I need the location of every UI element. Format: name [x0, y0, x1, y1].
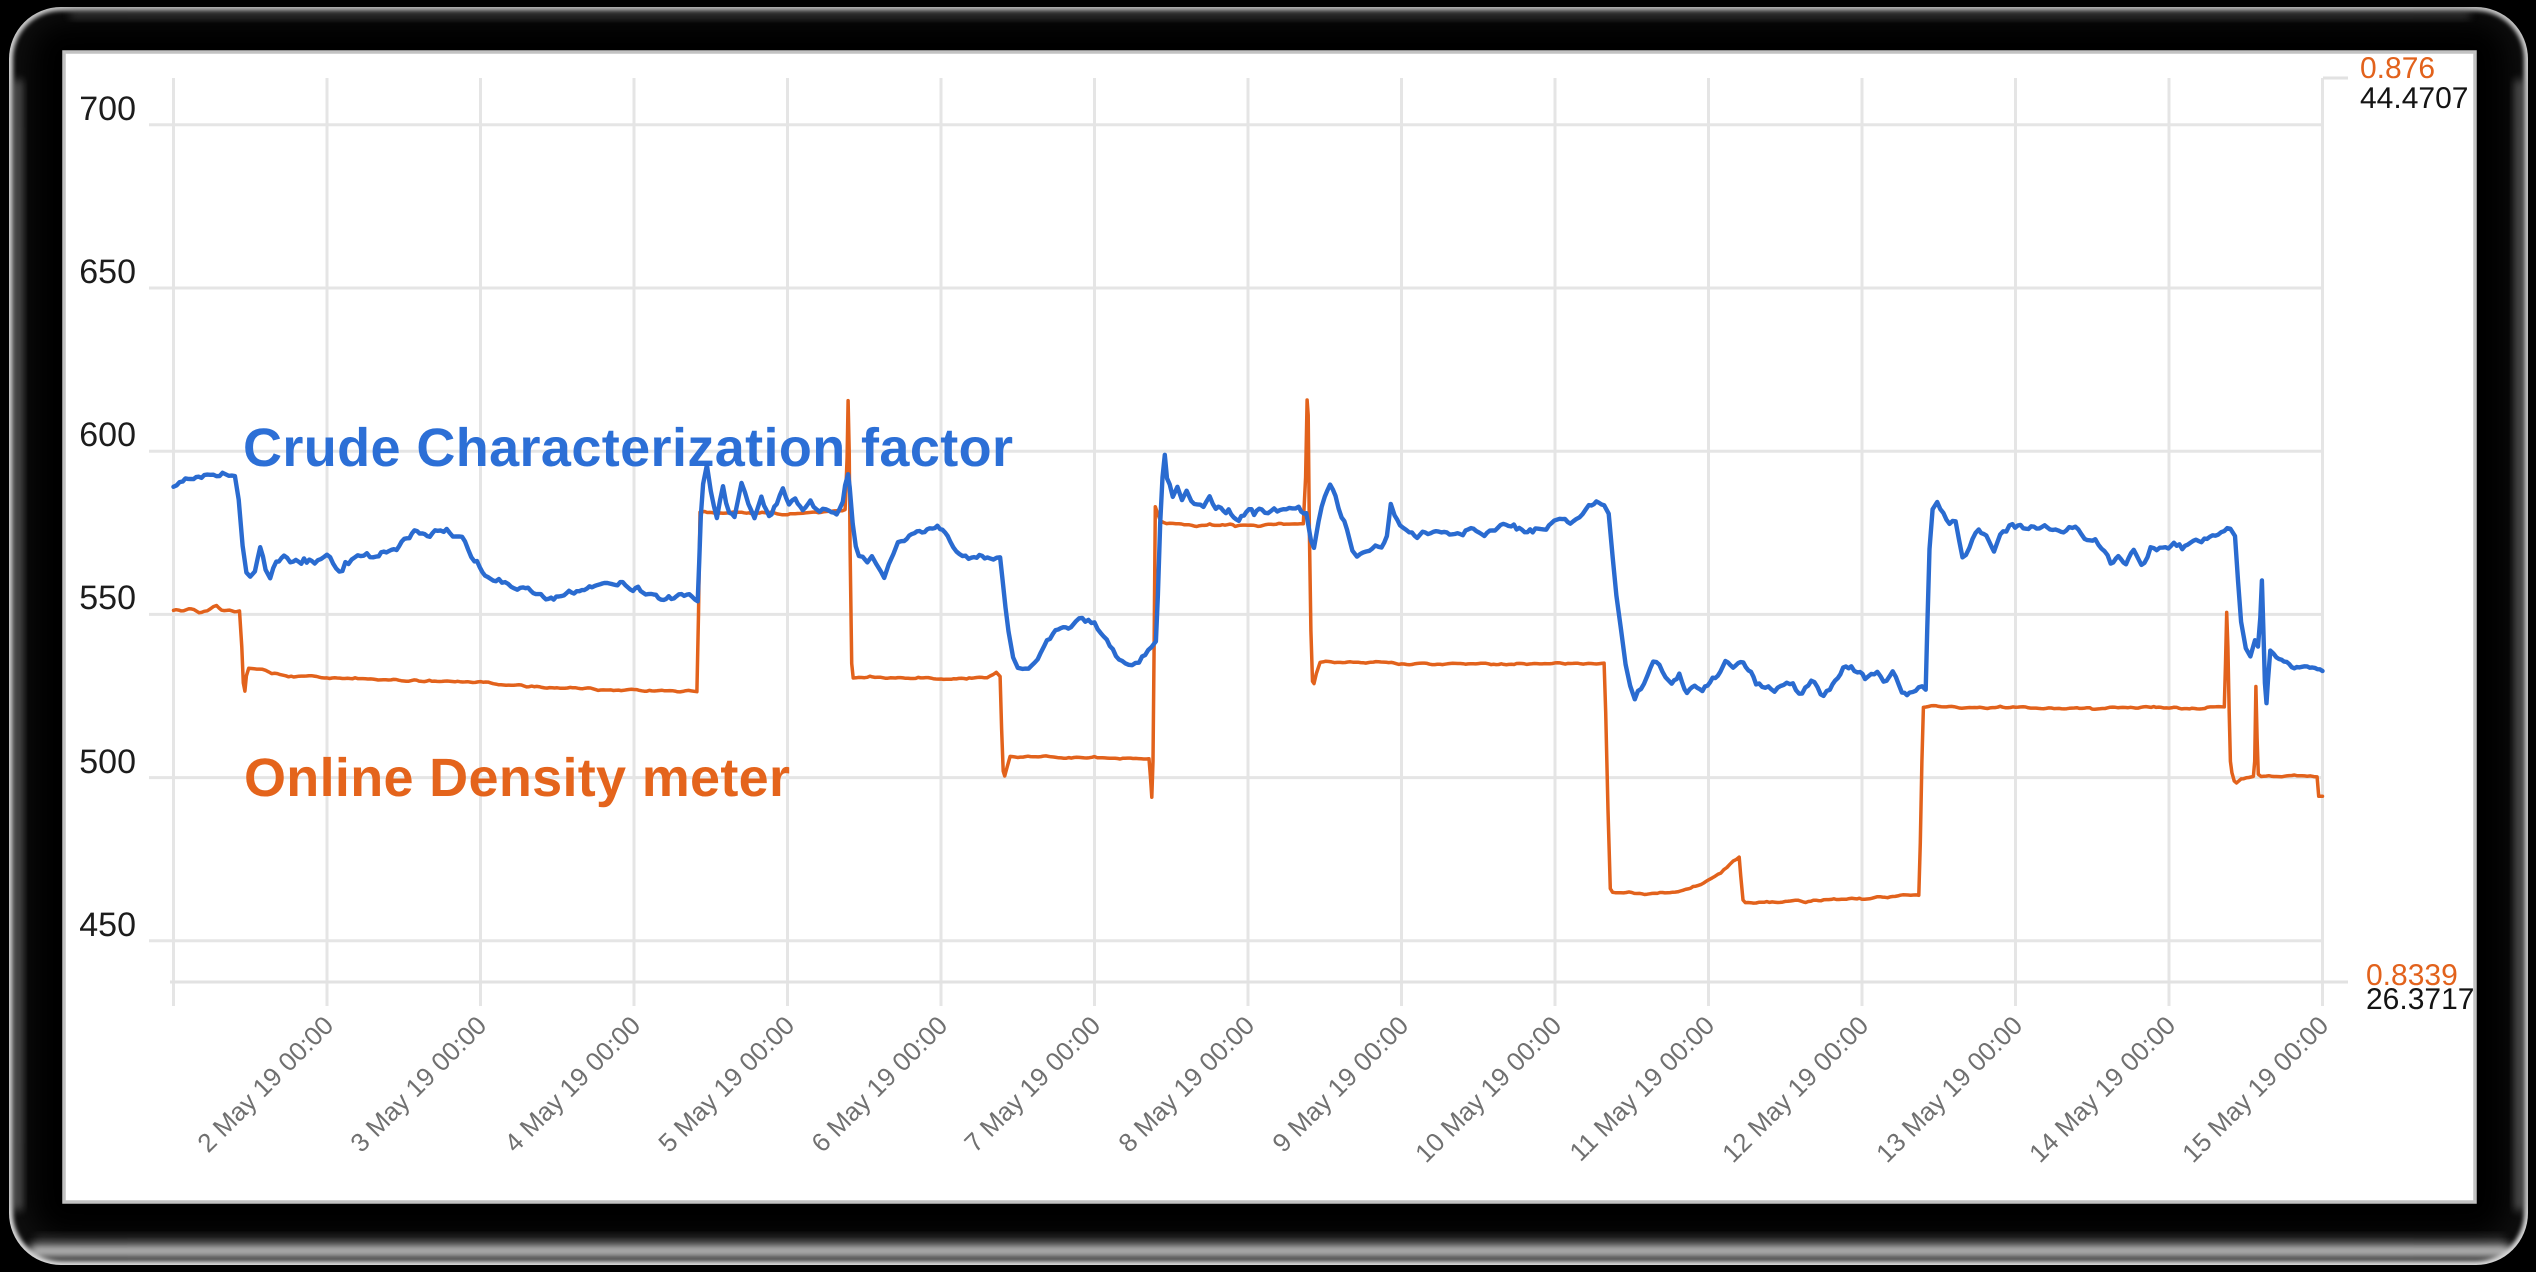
svg-text:Online Density meter: Online Density meter	[244, 748, 790, 808]
svg-text:0.8339: 0.8339	[2366, 959, 2458, 992]
svg-text:44.4707: 44.4707	[2360, 82, 2468, 115]
svg-text:Crude Characterization factor: Crude Characterization factor	[243, 418, 1013, 478]
svg-text:550: 550	[79, 579, 136, 617]
svg-text:450: 450	[79, 906, 136, 944]
svg-text:0.876: 0.876	[2360, 52, 2435, 85]
svg-text:700: 700	[79, 90, 136, 128]
svg-text:650: 650	[79, 253, 136, 291]
svg-text:26.3717: 26.3717	[2366, 983, 2474, 1016]
svg-text:600: 600	[79, 416, 136, 454]
svg-text:500: 500	[79, 743, 136, 781]
